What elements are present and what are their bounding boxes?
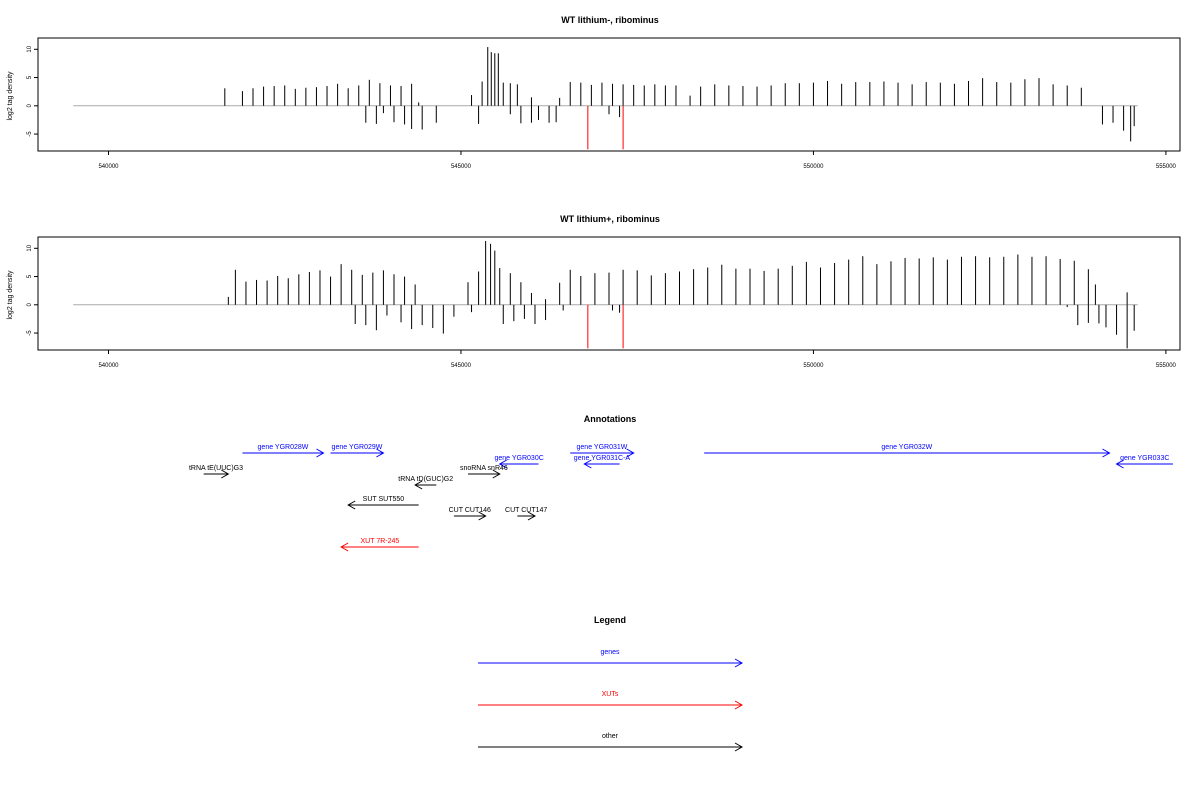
legend-label: XUTs [602, 691, 619, 698]
legend-arrow [478, 742, 744, 752]
feature-label: gene YGR029W [332, 444, 383, 451]
feature-arrow [498, 459, 539, 469]
annotation-feature: tRNA tD(GUC)G2 [398, 476, 453, 490]
plot-frame [37, 37, 1181, 152]
feature-arrow [347, 500, 419, 510]
y-tick-label: -5 [27, 131, 33, 137]
x-tick-label: 550000 [803, 363, 824, 369]
feature-label: XUT 7R-245 [361, 538, 400, 545]
feature-arrow [1115, 459, 1173, 469]
x-tick-label: 540000 [98, 363, 119, 369]
feature-label: tRNA tE(UUC)G3 [189, 465, 243, 472]
y-tick-label: 0 [27, 103, 33, 107]
legend-label: genes [600, 649, 620, 656]
x-tick-label: 555000 [1156, 363, 1177, 369]
x-tick-label: 555000 [1156, 164, 1177, 170]
annotation-feature: snoRNA snR46 [460, 465, 508, 479]
feature-arrow [330, 448, 385, 458]
feature-arrow [414, 480, 437, 490]
annotation-feature: gene YGR028W [242, 444, 325, 458]
annotation-feature: gene YGR031C-A [574, 455, 631, 469]
feature-arrow [583, 459, 620, 469]
track-panel-lithium-minus: WT lithium-, ribominus log2 tag density … [7, 15, 1181, 170]
legend-label: other [602, 733, 619, 740]
feature-label: CUT CUT146 [449, 507, 491, 514]
legend-item: genes [478, 649, 744, 668]
legend-item: XUTs [478, 691, 744, 710]
feature-arrow [570, 448, 635, 458]
feature-label: gene YGR031W [577, 444, 628, 451]
panel-title: WT lithium-, ribominus [561, 15, 659, 25]
annotation-feature: gene YGR032W [704, 444, 1111, 458]
annotations-title: Annotations [584, 414, 637, 424]
y-axis-label: log2 tag density [7, 270, 14, 320]
legend-arrow [478, 658, 744, 668]
feature-arrow [203, 469, 230, 479]
y-axis-label: log2 tag density [7, 71, 14, 121]
annotation-feature: tRNA tE(UUC)G3 [189, 465, 243, 479]
track-panel-lithium-plus: WT lithium+, ribominus log2 tag density … [7, 214, 1181, 369]
feature-label: tRNA tD(GUC)G2 [398, 476, 453, 483]
x-tick-label: 540000 [98, 164, 119, 170]
panel-title: WT lithium+, ribominus [560, 214, 660, 224]
feature-label: gene YGR028W [258, 444, 309, 451]
feature-label: gene YGR031C-A [574, 455, 631, 462]
plot-frame [37, 236, 1181, 351]
feature-label: gene YGR033C [1120, 455, 1169, 462]
x-tick-label: 545000 [451, 164, 472, 170]
annotation-feature: SUT SUT550 [347, 496, 419, 510]
feature-label: gene YGR030C [494, 455, 543, 462]
feature-arrow [340, 542, 419, 552]
y-tick-label: 10 [27, 45, 33, 52]
legend-panel: Legend genes XUTs other [478, 615, 744, 752]
legend-item: other [478, 733, 744, 752]
x-tick-label: 545000 [451, 363, 472, 369]
feature-arrow [453, 511, 487, 521]
feature-arrow [517, 511, 536, 521]
feature-label: snoRNA snR46 [460, 465, 508, 472]
feature-arrow [242, 448, 325, 458]
y-tick-label: -5 [27, 330, 33, 336]
annotation-feature: CUT CUT146 [449, 507, 491, 521]
feature-label: gene YGR032W [881, 444, 932, 451]
x-tick-label: 550000 [803, 164, 824, 170]
annotation-feature: XUT 7R-245 [340, 538, 419, 552]
legend-arrow [478, 700, 744, 710]
annotation-feature: gene YGR033C [1115, 455, 1173, 469]
annotation-feature: gene YGR030C [494, 455, 544, 469]
y-tick-label: 5 [27, 75, 33, 79]
y-tick-label: 0 [27, 302, 33, 306]
feature-arrow [468, 469, 501, 479]
annotation-feature: gene YGR029W [330, 444, 385, 458]
y-tick-label: 10 [27, 244, 33, 251]
annotation-feature: CUT CUT147 [505, 507, 547, 521]
feature-arrow [704, 448, 1111, 458]
feature-label: CUT CUT147 [505, 507, 547, 514]
annotation-feature: gene YGR031W [570, 444, 635, 458]
feature-label: SUT SUT550 [363, 496, 405, 503]
annotations-panel: Annotations gene YGR028W gene YGR029W gene… [189, 414, 1173, 552]
y-tick-label: 5 [27, 274, 33, 278]
legend-title: Legend [594, 615, 626, 625]
